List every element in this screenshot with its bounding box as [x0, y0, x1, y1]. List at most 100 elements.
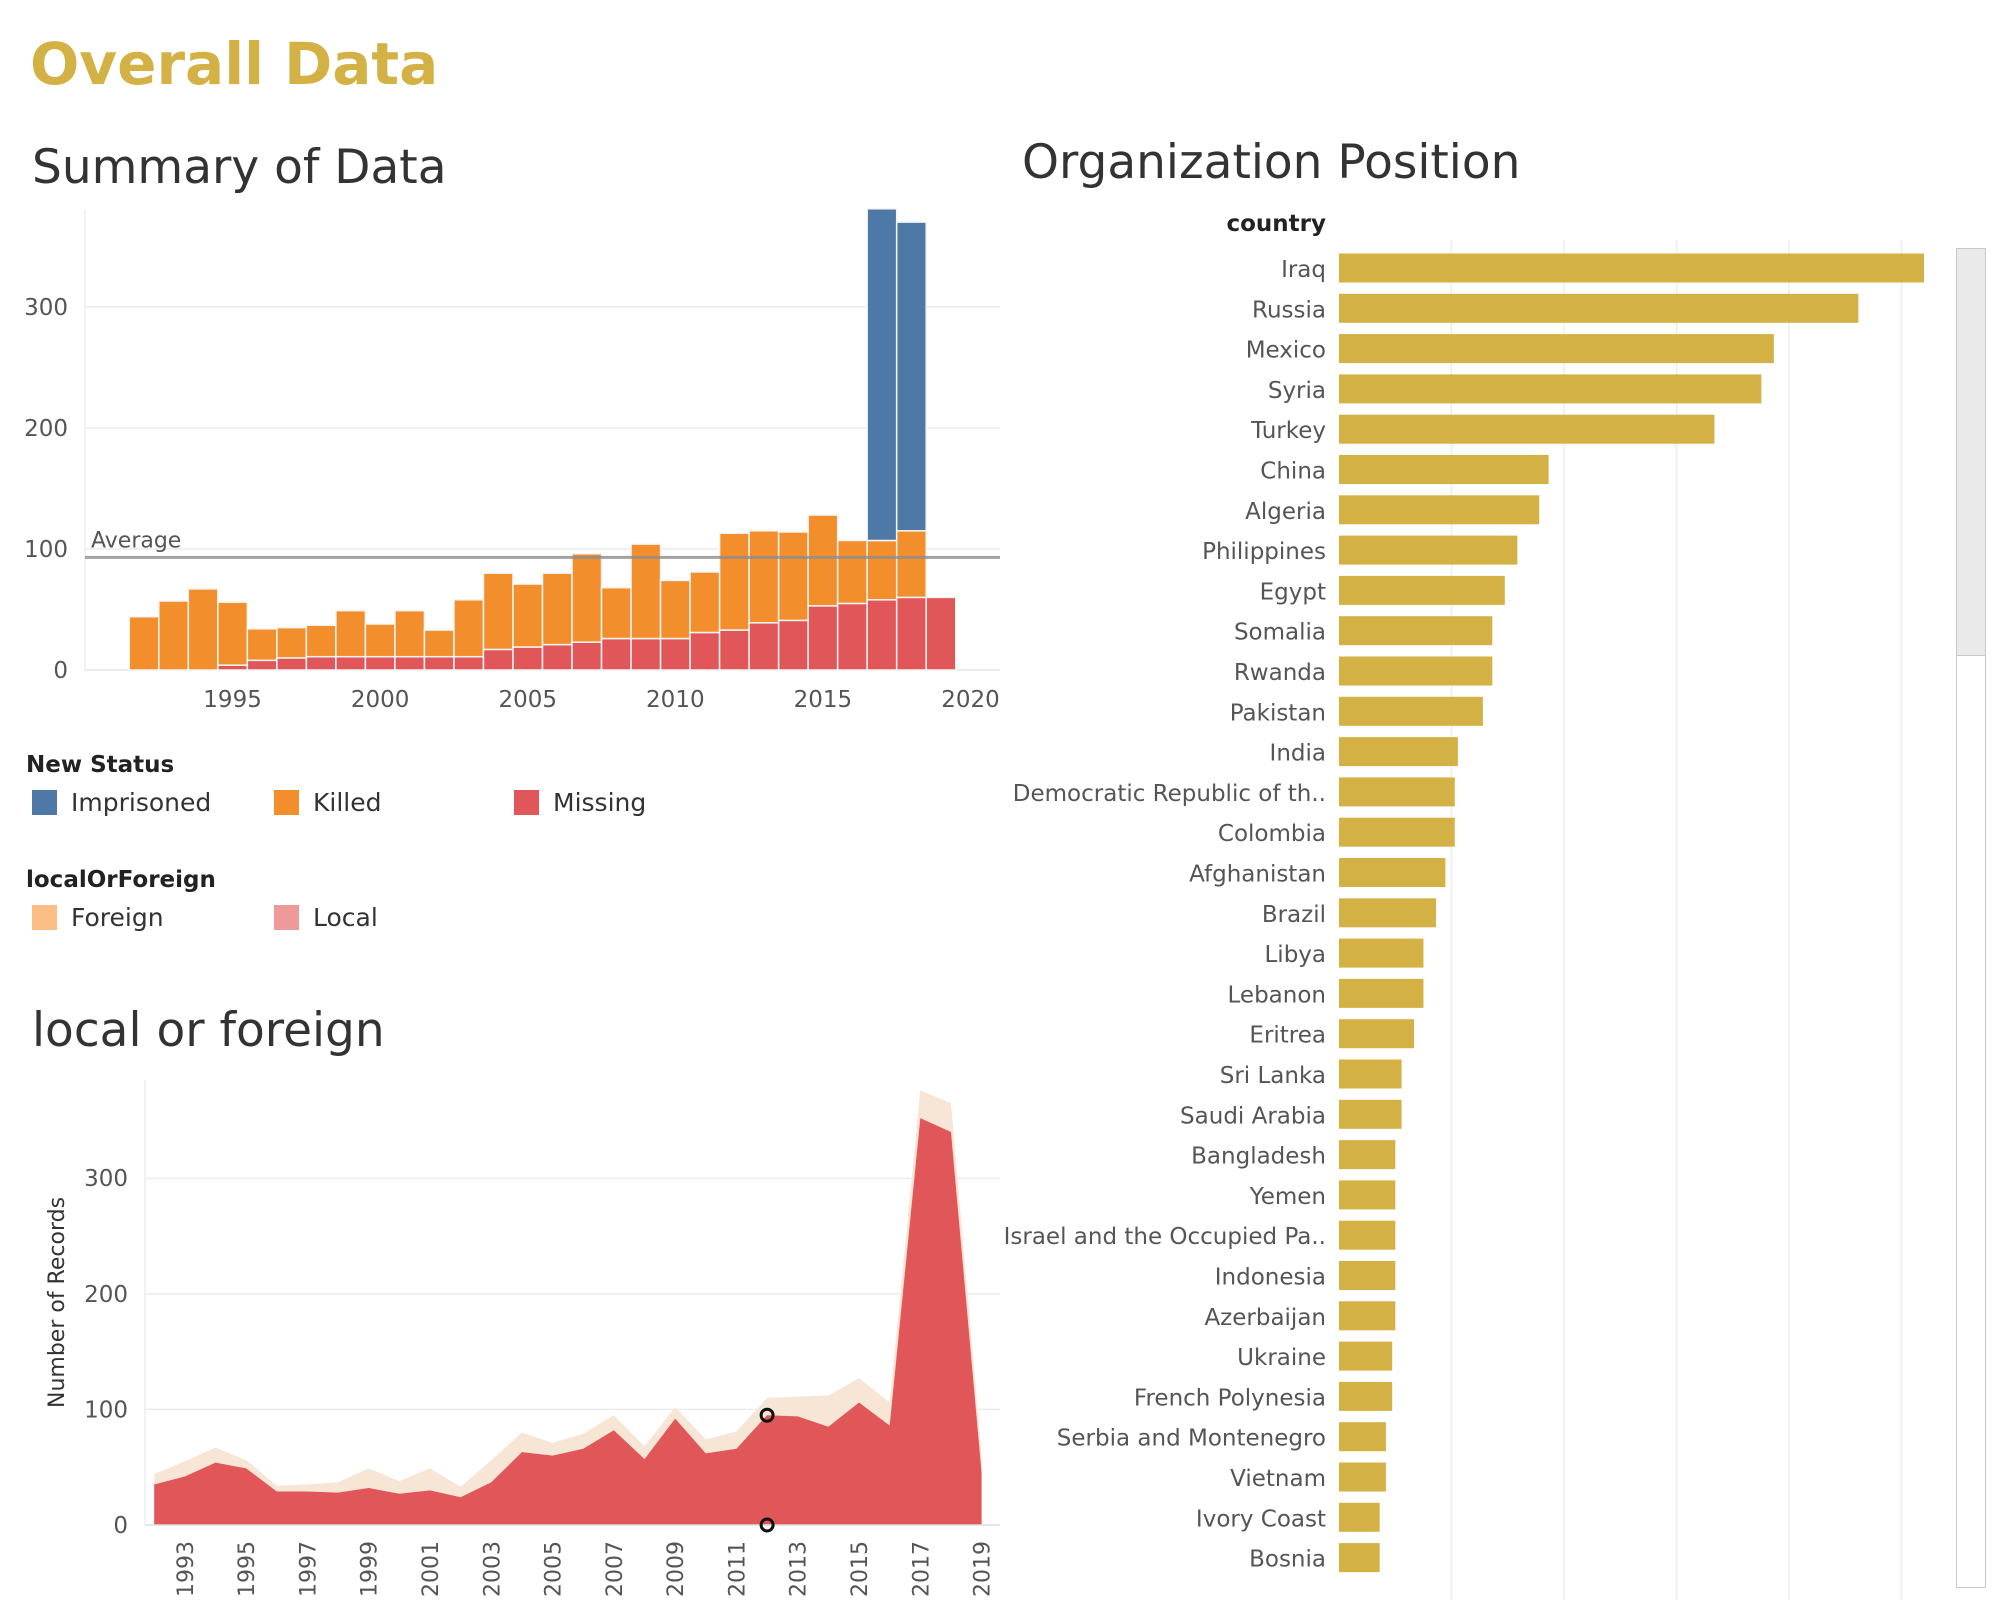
bar-killed — [276, 626, 308, 659]
country-label: Brazil — [1262, 902, 1326, 928]
bar-missing — [482, 648, 514, 671]
bar-killed — [748, 530, 780, 624]
legend-label: Local — [313, 903, 378, 932]
legend-item-missing[interactable]: Missing — [514, 788, 646, 817]
highlight-marker — [759, 1407, 775, 1423]
scrollbar-thumb[interactable] — [1957, 249, 1985, 656]
legend-item-foreign[interactable]: Foreign — [32, 903, 164, 932]
x-tick-label: 2005 — [542, 1541, 567, 1597]
country-label: Bangladesh — [1191, 1144, 1326, 1170]
bar-killed — [305, 624, 337, 658]
missing-swatch — [514, 790, 539, 815]
bar-killed — [836, 539, 868, 605]
organization-chart-title: Organization Position — [1022, 135, 1521, 190]
bar-missing — [777, 619, 809, 671]
country-label: Colombia — [1218, 821, 1326, 847]
country-label: Mexico — [1246, 338, 1326, 364]
bar-killed — [364, 623, 396, 658]
country-bar — [1339, 737, 1458, 767]
country-label: Afghanistan — [1189, 862, 1326, 888]
country-bar — [1339, 656, 1493, 686]
origin-legend-title: localOrForeign — [26, 867, 216, 893]
country-label: Philippines — [1202, 539, 1326, 565]
bar-killed — [453, 599, 485, 658]
bar-missing — [748, 622, 780, 671]
bar-killed — [512, 583, 544, 648]
country-bar — [1339, 898, 1436, 928]
country-label: French Polynesia — [1134, 1385, 1326, 1411]
legend-label: Foreign — [71, 903, 164, 932]
vertical-scrollbar[interactable] — [1956, 248, 1986, 1588]
bar-missing — [630, 637, 662, 671]
country-label: Somalia — [1234, 620, 1326, 646]
country-label: Turkey — [1250, 418, 1326, 444]
country-bar — [1339, 495, 1540, 525]
bar-killed — [895, 530, 927, 599]
country-label: Ukraine — [1237, 1345, 1326, 1371]
localforeign-chart-title: local or foreign — [32, 1003, 385, 1058]
bar-missing — [364, 655, 396, 671]
country-label: Israel and the Occupied Pa.. — [1004, 1224, 1326, 1250]
bar-killed — [689, 571, 721, 634]
average-label: Average — [91, 528, 181, 553]
bar-missing — [659, 637, 691, 671]
x-tick-label: 1999 — [358, 1541, 383, 1597]
x-tick-label: 1993 — [174, 1541, 199, 1597]
x-tick-label: 2000 — [351, 687, 410, 713]
country-label: Lebanon — [1228, 982, 1326, 1008]
bar-missing — [836, 602, 868, 671]
bar-missing — [246, 659, 278, 671]
legend-item-killed[interactable]: Killed — [274, 788, 381, 817]
country-label: Yemen — [1249, 1184, 1326, 1210]
x-tick-label: 2007 — [603, 1541, 628, 1597]
country-bar — [1339, 293, 1859, 323]
area-local — [154, 1118, 982, 1525]
y-axis-title: Number of Records — [45, 1197, 70, 1408]
x-tick-label: 2005 — [498, 687, 557, 713]
x-tick-label: 2009 — [664, 1541, 689, 1597]
country-label: Eritrea — [1249, 1023, 1326, 1049]
country-bar — [1339, 696, 1483, 726]
category-header: country — [1226, 211, 1326, 237]
local-foreign-area-chart[interactable]: 0 100 200 300 Number of Records 1993 1995 1997 1… — [0, 1070, 1010, 1600]
country-label: Russia — [1252, 297, 1326, 323]
country-bar — [1339, 777, 1455, 807]
x-tick-label: 2013 — [787, 1541, 812, 1597]
x-tick-label: 2017 — [909, 1541, 934, 1597]
bar-killed — [541, 572, 573, 646]
bar-killed — [600, 586, 632, 640]
summary-bar-chart[interactable]: 0 100 200 300 1995 2000 2005 2010 2015 2020 Averag… — [0, 200, 1010, 730]
country-bar-chart[interactable]: country Iraq Russia Mexico Syria Turkey China A… — [1000, 200, 1950, 1600]
bar-killed — [718, 532, 750, 631]
country-label: Iraq — [1281, 257, 1326, 283]
country-bar — [1339, 1422, 1386, 1452]
x-tick-label: 1995 — [235, 1541, 260, 1597]
y-tick-label: 200 — [24, 416, 68, 442]
country-bar — [1339, 1099, 1402, 1129]
country-bar — [1339, 1140, 1396, 1170]
country-label: Egypt — [1260, 579, 1326, 605]
bar-missing — [866, 599, 898, 671]
bar-missing — [394, 655, 426, 671]
bar-missing — [541, 643, 573, 671]
bar-killed — [482, 572, 514, 651]
country-bar — [1339, 575, 1505, 605]
country-bar — [1339, 858, 1446, 887]
country-bar — [1339, 1261, 1396, 1290]
legend-item-imprisoned[interactable]: Imprisoned — [32, 788, 211, 817]
bar-missing — [689, 631, 721, 671]
country-bar — [1339, 1462, 1386, 1492]
country-bar — [1339, 1502, 1380, 1532]
y-tick-label: 300 — [84, 1166, 128, 1192]
bar-killed — [423, 629, 455, 658]
legend-item-local[interactable]: Local — [274, 903, 378, 932]
summary-chart-title: Summary of Data — [32, 140, 447, 195]
country-bar — [1339, 1019, 1415, 1049]
country-label: Vietnam — [1230, 1466, 1326, 1492]
y-tick-label: 0 — [53, 658, 68, 684]
country-bar — [1339, 1220, 1396, 1250]
bar-missing — [512, 646, 544, 671]
country-label: Ivory Coast — [1196, 1506, 1326, 1532]
bar-missing — [925, 596, 957, 671]
page-title: Overall Data — [30, 30, 439, 98]
